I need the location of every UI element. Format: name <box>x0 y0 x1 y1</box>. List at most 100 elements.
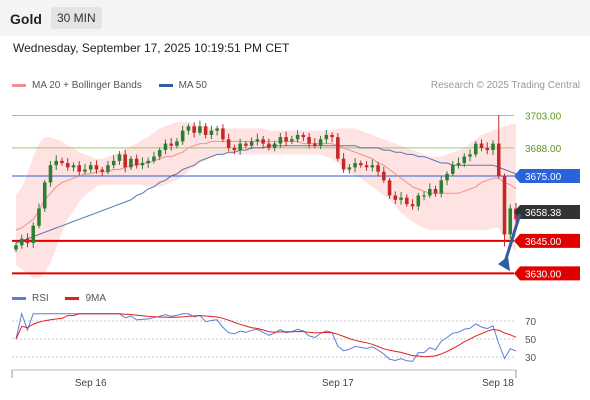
legend-ma20-swatch <box>12 83 26 87</box>
candle-body <box>341 158 346 170</box>
legend-ma50-label: MA 50 <box>178 80 207 91</box>
level-tag-3630.00 <box>514 266 580 281</box>
candle-body <box>445 173 449 181</box>
candle-body <box>502 176 507 235</box>
candle-body <box>468 154 472 157</box>
rsi-tick-label: 50 <box>525 335 537 346</box>
candle-body <box>295 134 300 140</box>
candle-body <box>88 165 93 170</box>
candle-body <box>301 134 306 138</box>
level-label-3675.00: 3675.00 <box>525 172 562 183</box>
candle-body <box>491 143 495 151</box>
level-label-3630.00: 3630.00 <box>525 269 562 280</box>
candle-body <box>313 143 317 146</box>
forecast-arrow-shaft <box>503 213 522 263</box>
candle-body <box>25 238 30 244</box>
candle-body <box>238 143 242 151</box>
candle-body <box>203 126 208 135</box>
level-label-3645.00: 3645.00 <box>525 237 562 248</box>
candle-body <box>31 225 36 244</box>
legend-9ma: 9MA <box>65 293 106 304</box>
legend-rsi: RSI <box>12 293 49 304</box>
timeframe-badge[interactable]: 30 MIN <box>51 7 102 29</box>
candle-body <box>19 238 24 246</box>
rsi-legend: RSI 9MA <box>12 293 120 304</box>
candle-body <box>117 154 122 161</box>
candle-body <box>94 165 99 170</box>
bollinger-band-area <box>16 122 516 278</box>
candle-body <box>186 126 191 131</box>
candle-body <box>330 134 334 138</box>
candle-body <box>433 189 438 194</box>
rsi-tick-label: 30 <box>525 353 537 364</box>
candle-body <box>180 130 185 142</box>
instrument-title: Gold <box>10 11 42 27</box>
candle-body <box>284 137 288 142</box>
candle-body <box>37 208 41 226</box>
candle-body <box>123 154 127 168</box>
candle-body <box>261 139 265 144</box>
candle-body <box>370 165 375 168</box>
candle-body <box>508 208 513 235</box>
candle-body <box>134 158 139 166</box>
level-tag-3645.00 <box>514 233 580 248</box>
candle-body <box>106 165 110 172</box>
candle-body <box>422 195 426 197</box>
candle-body <box>364 165 369 168</box>
x-tick-label-Sep-16: Sep 16 <box>75 378 107 389</box>
candle-body <box>278 137 283 144</box>
legend-rsi-swatch <box>12 296 26 300</box>
candle-body <box>209 130 214 135</box>
candle-body <box>451 165 455 174</box>
candle-body <box>336 137 340 159</box>
candle-body <box>249 141 254 146</box>
ma20-line <box>15 140 517 231</box>
chart-datetime: Wednesday, September 17, 2025 10:19:51 P… <box>13 41 290 55</box>
candle-body <box>42 182 47 209</box>
candle-body <box>54 160 59 166</box>
candle-body <box>359 163 363 166</box>
legend-ma20: MA 20 + Bollinger Bands <box>12 80 142 91</box>
x-tick-label-Sep-17: Sep 17 <box>322 378 354 389</box>
candle-body <box>267 143 271 148</box>
candle-body <box>244 143 248 146</box>
legend-ma20-label: MA 20 + Bollinger Bands <box>32 80 142 91</box>
candle-body <box>473 143 478 155</box>
candle-body <box>60 160 64 164</box>
candle-body <box>382 171 386 181</box>
candle-body <box>129 158 133 168</box>
rsi-9ma-line <box>15 313 517 358</box>
candle-body <box>100 169 104 172</box>
candle-body <box>272 143 277 148</box>
candle-body <box>192 126 196 133</box>
candle-body <box>347 167 352 170</box>
candle-body <box>14 245 18 250</box>
candle-body <box>169 143 173 146</box>
last-price-tag <box>514 204 580 219</box>
candle-body <box>405 197 409 205</box>
level-label-3703.00: 3703.00 <box>525 111 562 122</box>
candle-body <box>65 163 70 168</box>
candle-body <box>48 165 53 183</box>
candle-body <box>393 195 398 200</box>
candle-body <box>198 126 202 133</box>
candle-body <box>226 139 231 148</box>
x-tick-label-Sep-18: Sep 18 <box>482 378 514 389</box>
rsi-tick-label: 70 <box>525 317 537 328</box>
ma50-line <box>15 145 517 244</box>
legend-9ma-swatch <box>65 296 80 300</box>
candle-body <box>428 189 432 196</box>
level-tag-3675.00 <box>514 169 580 184</box>
candle-body <box>485 147 490 151</box>
candle-body <box>456 163 461 166</box>
candle-body <box>83 169 87 172</box>
legend-9ma-label: 9MA <box>85 293 107 304</box>
candle-body <box>410 204 415 207</box>
candle-body <box>215 128 219 131</box>
chart-legend: MA 20 + Bollinger Bands MA 50 <box>12 80 221 91</box>
candle-body <box>152 156 156 161</box>
candle-body <box>77 165 81 172</box>
legend-ma50-swatch <box>158 83 173 87</box>
candle-body <box>232 147 237 151</box>
